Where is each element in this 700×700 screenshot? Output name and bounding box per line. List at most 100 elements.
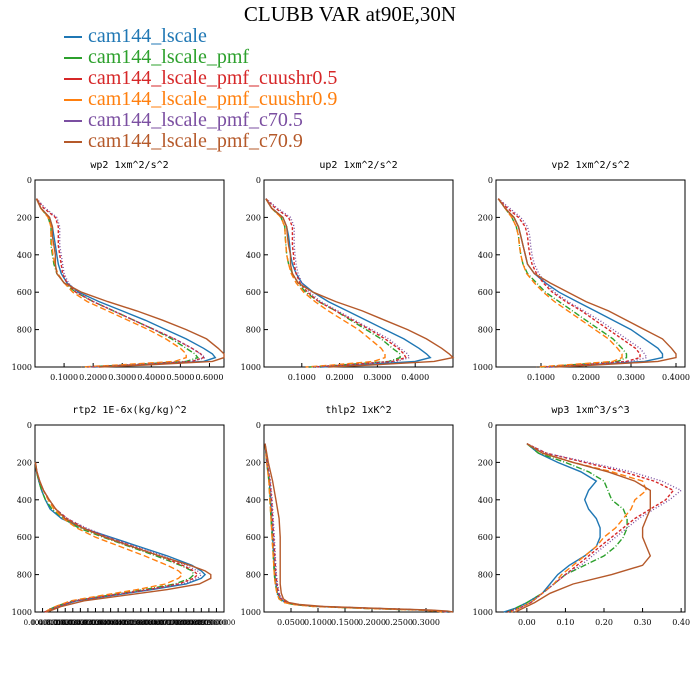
x-tick-label: 0.0080000	[31, 619, 69, 627]
legend-swatch-2	[64, 78, 82, 80]
legend-swatch-4	[64, 120, 82, 122]
y-tick-label: 1000	[12, 608, 32, 617]
x-tick-label: 0.0960000	[198, 619, 236, 627]
x-tick-label: 0.3000	[412, 618, 440, 627]
chart-panel-2: vp2 1xm^2/s^2 0 200 400 600 800 1000 0.1000 0.20…	[473, 160, 690, 382]
y-tick-label: 800	[17, 326, 32, 335]
x-tick-label: 0.0840000	[175, 619, 213, 627]
legend-label: cam144_lscale	[88, 25, 207, 47]
legend-label: cam144_lscale_pmf_cuushr0.5	[88, 67, 338, 89]
series-line-5	[265, 198, 455, 368]
x-tick-label: 0.3000	[108, 373, 136, 382]
x-tick-label: 0.4000	[662, 373, 690, 382]
y-tick-label: 600	[17, 288, 32, 297]
x-tick-label: 0.0320000	[77, 619, 115, 627]
series-line-5	[497, 198, 677, 368]
chart-panel-1: up2 1xm^2/s^2 0 200 400 600 800 1000 0.1000 0.20…	[241, 160, 455, 382]
x-tick-label: 0.3000	[617, 373, 645, 382]
chart-panel-0: wp2 1xm^2/s^2 0 200 400 600 800 1000 0.1000 0.20…	[12, 160, 225, 382]
x-tick-label: 0.1000	[50, 373, 78, 382]
series-line-4	[265, 198, 411, 368]
x-tick-label: 0.0440000	[99, 619, 137, 627]
legend-label: cam144_lscale_pmf_cuushr0.9	[88, 88, 338, 110]
series-line-3	[35, 198, 187, 368]
panel-title: thlp2 1xK^2	[325, 405, 391, 416]
x-tick-label: 0.0920000	[190, 619, 228, 627]
y-tick-label: 1000	[473, 363, 493, 372]
series-line-1	[35, 198, 199, 368]
x-tick-label: 0.2000	[79, 373, 107, 382]
x-tick-label: 0.2000	[326, 373, 354, 382]
x-tick-label: 0.0600000	[129, 619, 167, 627]
x-tick-label: 0.0680000	[145, 619, 183, 627]
x-tick-label: 0.0760000	[160, 619, 198, 627]
axes-box	[34, 424, 225, 613]
series-line-4	[497, 198, 648, 368]
y-tick-label: 0	[256, 176, 261, 185]
x-tick-label: 0.2000	[358, 618, 386, 627]
panel-title: rtp2 1E-6x(kg/kg)^2	[72, 405, 186, 416]
y-tick-label: 600	[246, 288, 261, 297]
series-line-4	[264, 443, 448, 613]
series-line-0	[34, 462, 207, 613]
series-line-2	[35, 198, 205, 368]
y-tick-label: 400	[17, 251, 32, 260]
series-line-2	[497, 198, 641, 368]
x-tick-label: 0.3000	[363, 373, 391, 382]
x-tick-label: 0.2000	[572, 373, 600, 382]
legend-label: cam144_lscale_pmf	[88, 46, 250, 68]
series-line-5	[35, 198, 225, 368]
x-tick-label: 0.0240000	[61, 619, 99, 627]
x-tick-label: 0.1500	[331, 618, 359, 627]
y-tick-label: 0	[27, 421, 32, 430]
x-tick-label: 0.0640000	[137, 619, 175, 627]
series-line-5	[264, 443, 454, 613]
series-line-2	[265, 198, 407, 368]
y-tick-label: 800	[246, 571, 261, 580]
x-tick-label: 0.0560000	[122, 619, 160, 627]
x-tick-label: 0.4000	[401, 373, 429, 382]
x-tick-label: 0.0800000	[167, 619, 205, 627]
x-tick-label: 0.4000	[137, 373, 165, 382]
series-line-2	[34, 462, 199, 613]
x-tick-label: 0.10	[557, 618, 575, 627]
series-line-3	[511, 443, 648, 613]
y-tick-label: 800	[17, 571, 32, 580]
y-tick-label: 0	[256, 421, 261, 430]
legend-swatch-5	[64, 141, 82, 143]
series-line-2	[264, 443, 448, 613]
x-tick-label: 0.30	[634, 618, 652, 627]
x-tick-label: 0.0480000	[107, 619, 145, 627]
x-tick-label: 0.0160000	[46, 619, 84, 627]
y-tick-label: 0	[27, 176, 32, 185]
panel-title: wp3 1xm^3/s^3	[551, 405, 629, 416]
legend-label: cam144_lscale_pmf_c70.9	[88, 130, 303, 152]
axes-box	[495, 424, 686, 613]
series-line-3	[34, 462, 184, 613]
series-line-1	[507, 443, 628, 613]
panel-title: vp2 1xm^2/s^2	[551, 160, 629, 171]
x-tick-label: 0.0520000	[114, 619, 152, 627]
y-tick-label: 1000	[241, 363, 261, 372]
y-tick-label: 800	[246, 326, 261, 335]
y-tick-label: 1000	[241, 608, 261, 617]
x-tick-label: 0.0400000	[92, 619, 130, 627]
figure-title: CLUBB VAR at90E,30N	[243, 2, 457, 26]
series-line-5	[34, 462, 212, 613]
series-line-1	[264, 443, 443, 613]
y-tick-label: 1000	[12, 363, 32, 372]
y-tick-label: 0	[488, 421, 493, 430]
y-tick-label: 400	[246, 251, 261, 260]
y-tick-label: 600	[478, 288, 493, 297]
chart-panel-5: wp3 1xm^3/s^3 0 200 400 600 800 1000 0.00 0.10 0.…	[473, 405, 690, 627]
legend-swatch-0	[64, 36, 82, 38]
axes-box	[263, 179, 454, 368]
x-tick-label: 0.0500	[277, 618, 305, 627]
y-tick-label: 800	[478, 571, 493, 580]
x-tick-label: 0.20	[595, 618, 613, 627]
panel-title: up2 1xm^2/s^2	[319, 160, 397, 171]
y-tick-label: 600	[246, 533, 261, 542]
series-line-4	[34, 462, 203, 613]
x-tick-label: 0.0120000	[39, 619, 77, 627]
